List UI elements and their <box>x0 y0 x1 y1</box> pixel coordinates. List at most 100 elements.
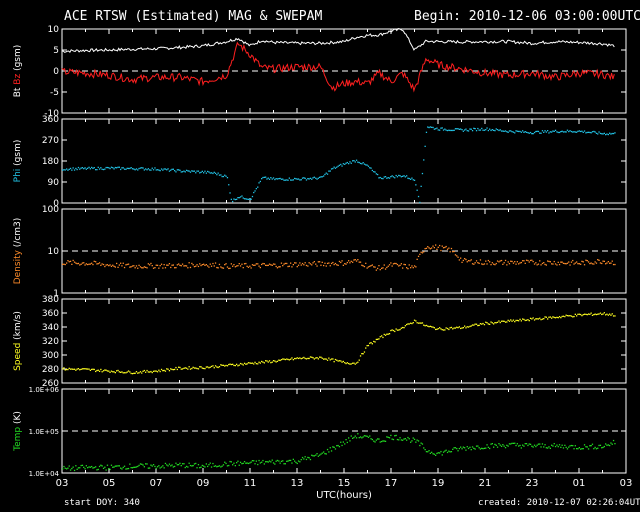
data-point <box>602 260 604 262</box>
data-point <box>357 433 359 435</box>
data-point <box>210 365 213 368</box>
data-point <box>378 177 380 179</box>
data-point <box>595 313 598 316</box>
data-point <box>508 263 511 265</box>
x-tick-label: 03 <box>56 478 69 489</box>
data-point <box>523 260 525 262</box>
data-point <box>193 463 196 465</box>
data-point <box>304 456 306 458</box>
data-point <box>557 261 559 263</box>
data-point <box>73 261 76 263</box>
data-point <box>403 327 405 329</box>
data-point <box>589 313 591 315</box>
data-point <box>539 317 541 319</box>
data-point <box>214 172 217 174</box>
data-point <box>105 369 107 371</box>
data-point <box>338 164 341 166</box>
data-point <box>187 368 189 370</box>
data-point <box>363 351 366 353</box>
data-point <box>506 131 508 133</box>
data-point <box>377 438 379 440</box>
data-point <box>449 327 451 329</box>
data-point <box>510 319 512 321</box>
data-point <box>160 368 163 371</box>
data-point <box>154 167 156 169</box>
data-point <box>541 318 544 320</box>
data-point <box>93 466 95 469</box>
data-point <box>581 260 583 262</box>
data-point <box>297 178 300 180</box>
data-point <box>146 463 148 465</box>
data-point <box>304 357 306 360</box>
data-point <box>371 264 373 266</box>
data-point <box>519 262 521 264</box>
data-point <box>370 167 372 169</box>
data-point <box>425 451 428 453</box>
data-point <box>221 175 223 178</box>
data-point <box>610 262 612 264</box>
data-point <box>358 437 360 439</box>
data-point <box>167 465 169 467</box>
data-point <box>203 263 205 265</box>
data-point <box>424 325 426 327</box>
data-point <box>319 454 321 456</box>
data-point <box>133 372 135 374</box>
data-point <box>416 322 418 324</box>
data-point <box>95 169 97 171</box>
data-point <box>453 327 455 329</box>
data-point <box>80 368 82 370</box>
y-tick-label: 1.0E+04 <box>29 470 60 478</box>
data-point <box>415 266 417 268</box>
data-point <box>110 370 113 372</box>
data-point <box>474 128 476 130</box>
data-point <box>535 445 537 448</box>
data-point <box>197 170 200 172</box>
data-point <box>259 362 261 364</box>
data-point <box>163 369 165 372</box>
data-point <box>578 130 580 132</box>
data-point <box>284 179 286 181</box>
series-phi <box>62 126 616 204</box>
data-point <box>427 246 429 248</box>
data-point <box>120 262 122 264</box>
data-point <box>184 265 186 267</box>
y-tick-label: 360 <box>42 115 59 125</box>
data-point <box>543 318 545 320</box>
data-point <box>114 166 116 169</box>
data-point <box>183 367 185 369</box>
data-point <box>369 435 371 437</box>
data-point <box>154 267 156 269</box>
data-point <box>500 259 503 262</box>
data-point <box>490 321 492 323</box>
data-point <box>421 252 424 254</box>
data-point <box>549 316 551 318</box>
data-point <box>222 364 225 366</box>
data-point <box>419 201 421 204</box>
data-point <box>247 462 250 465</box>
data-point <box>379 336 381 338</box>
data-point <box>101 465 103 467</box>
data-point <box>428 247 430 249</box>
data-point <box>282 178 284 180</box>
data-point <box>188 462 190 464</box>
data-point <box>612 315 615 317</box>
y-tick-label: 340 <box>42 323 59 333</box>
data-point <box>116 465 118 467</box>
data-point <box>557 446 559 448</box>
data-point <box>238 197 240 199</box>
data-point <box>134 466 136 468</box>
data-point <box>548 316 550 318</box>
data-point <box>216 366 218 368</box>
data-point <box>315 263 317 265</box>
data-point <box>432 245 434 247</box>
data-point <box>151 465 153 467</box>
data-point <box>552 445 554 447</box>
data-point <box>205 366 207 368</box>
data-point <box>116 370 118 372</box>
data-point <box>218 366 221 368</box>
data-point <box>300 264 302 266</box>
data-point <box>577 313 579 315</box>
data-point <box>366 267 368 269</box>
data-point <box>81 368 84 370</box>
data-point <box>126 263 128 266</box>
